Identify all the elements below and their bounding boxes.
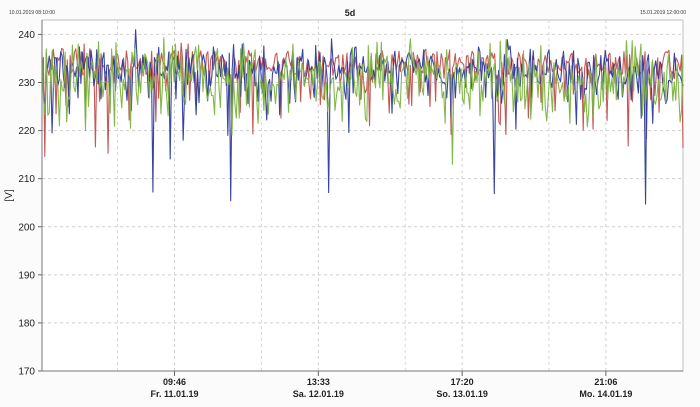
end-time-label: 15.01.2019 12:00:00 [640, 10, 686, 16]
chart-title: 5d [344, 8, 356, 18]
series-line-green [41, 37, 684, 165]
y-tick-label: 190 [18, 270, 35, 281]
start-time-label: 10.01.2019 08:10:00 [9, 10, 55, 16]
x-tick-day-label: Mo. 14.01.19 [579, 389, 632, 399]
x-tick-time-label: 09:46 [163, 377, 186, 387]
x-tick-time-label: 21:06 [594, 377, 617, 387]
y-tick-label: 180 [18, 318, 35, 329]
y-tick-label: 220 [18, 126, 35, 137]
x-tick-time-label: 17:20 [451, 377, 474, 387]
x-tick-day-label: So. 13.01.19 [436, 389, 488, 399]
y-tick-label: 230 [18, 78, 35, 89]
y-tick-label: 210 [18, 174, 35, 185]
x-tick-day-label: Fr. 11.01.19 [150, 389, 198, 399]
x-tick-time-label: 13:33 [307, 377, 330, 387]
y-tick-label: 200 [18, 222, 35, 233]
y-tick-label: 170 [18, 367, 35, 378]
x-tick-day-label: Sa. 12.01.19 [293, 389, 344, 399]
y-tick-label: 240 [18, 30, 35, 41]
y-axis-label: [V] [4, 189, 15, 201]
